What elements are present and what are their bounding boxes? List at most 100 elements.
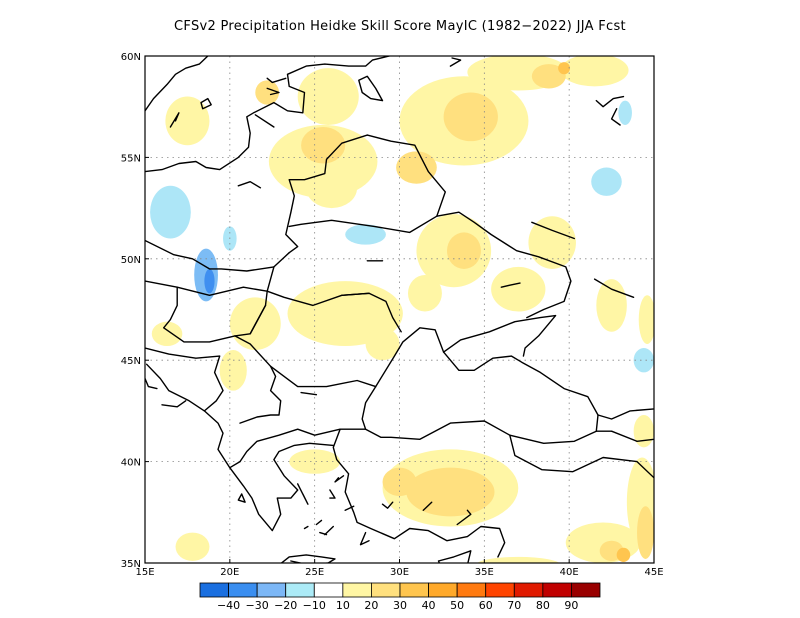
coast-border-line (422, 501, 433, 511)
map-outlines (145, 56, 654, 563)
colorbar-label: −40 (217, 599, 240, 612)
x-tick-label: 45E (644, 567, 663, 578)
coast-border-line (145, 56, 390, 173)
skill-patch (382, 467, 417, 497)
coast-border-line (161, 400, 187, 408)
colorbar-label: 30 (393, 599, 407, 612)
skill-patch (531, 64, 566, 89)
colorbar-label: 60 (479, 599, 493, 612)
colorbar-swatch (513, 582, 544, 598)
x-tick-label: 25E (305, 567, 324, 578)
coast-border-line (239, 428, 341, 463)
coast-border-line (266, 87, 280, 96)
coast-border-line (334, 475, 345, 483)
coast-border-line (203, 410, 241, 469)
chart-title: CFSv2 Precipitation Heidke Skill Score M… (174, 19, 626, 34)
colorbar: −40 −30 −20 −10 10 20 30 40 50 60 70 80 90 (199, 582, 601, 612)
coast-border-line (237, 493, 246, 503)
coast-border-line (145, 56, 209, 112)
x-tick-label: 35E (475, 567, 494, 578)
x-tick-label: 30E (390, 567, 409, 578)
colorbar-label: −30 (246, 599, 269, 612)
y-tick-label: 50N (121, 255, 141, 266)
coast-border-line (297, 483, 309, 505)
coast-border-line (300, 391, 318, 396)
coast-border-line (531, 221, 575, 240)
colorbar-label: −10 (303, 599, 326, 612)
coast-border-line (500, 282, 521, 288)
skill-patch (219, 350, 247, 391)
coast-border-line (341, 292, 370, 296)
graticule (145, 56, 654, 563)
skill-score-shading (150, 56, 654, 563)
skill-patch (287, 281, 403, 347)
colorbar-swatch (542, 582, 572, 598)
coast-border-line (436, 211, 572, 319)
skill-patch (633, 348, 654, 373)
skill-patch (591, 167, 622, 196)
skill-patch (477, 556, 560, 563)
skill-patch (447, 232, 481, 269)
coast-border-line (169, 112, 180, 128)
x-tick-label: 20E (220, 567, 239, 578)
coast-border-line (266, 77, 287, 84)
colorbar-swatch (285, 582, 315, 598)
skill-patch (204, 268, 215, 294)
colorbar-label: 20 (364, 599, 378, 612)
colorbar-swatch (485, 582, 515, 598)
coast-border-line (449, 57, 462, 67)
y-tick-label: 45N (121, 356, 141, 367)
coast-border-line (145, 377, 158, 390)
skill-patch (255, 80, 280, 105)
skill-patch (306, 167, 358, 209)
axis-ticks: 15E 20E 25E 30E 35E 40E 45E 35N 40N 45N 50N 55N 60N (121, 52, 664, 578)
coast-border-line (595, 95, 625, 108)
skill-patch (633, 414, 654, 448)
skill-patch (345, 224, 386, 245)
x-tick-label: 15E (135, 567, 154, 578)
coast-border-line (266, 252, 402, 333)
skill-patch (407, 275, 442, 312)
skill-patch (637, 506, 654, 559)
colorbar-swatch (371, 582, 401, 598)
colorbar-swatch (342, 582, 372, 598)
skill-patch (618, 100, 632, 125)
coast-border-line (269, 365, 377, 388)
skill-patch (616, 547, 631, 562)
colorbar-swatch (199, 582, 229, 598)
skill-patch (175, 532, 210, 561)
coast-border-line (280, 554, 336, 563)
y-tick-label: 35N (121, 559, 141, 570)
colorbar-label: 80 (536, 599, 550, 612)
colorbar-swatch (228, 582, 258, 598)
colorbar-label: 90 (564, 599, 578, 612)
coast-border-line (145, 239, 275, 272)
skill-patch (491, 266, 546, 312)
skill-patch (406, 467, 495, 517)
skill-patch (297, 68, 359, 125)
skill-patch (396, 151, 437, 184)
y-tick-label: 40N (121, 458, 141, 469)
colorbar-swatch (256, 582, 287, 598)
colorbar-label: 70 (507, 599, 521, 612)
coast-border-line (303, 525, 309, 530)
skill-patch (560, 56, 629, 87)
coast-border-line (456, 509, 472, 526)
coast-border-line (234, 335, 282, 424)
colorbar-swatch (428, 582, 458, 598)
skill-patch (165, 96, 210, 146)
skill-patch (301, 126, 346, 164)
coast-border-line (597, 408, 654, 420)
colorbar-label: 50 (450, 599, 464, 612)
coast-border-line (332, 428, 506, 558)
coast-border-line (381, 501, 394, 509)
colorbar-label: −20 (274, 599, 297, 612)
coast-border-line (249, 304, 267, 335)
coast-border-line (285, 134, 368, 254)
y-tick-label: 60N (121, 52, 141, 63)
coast-border-line (610, 430, 654, 442)
coast-border-line (200, 97, 212, 110)
skill-patch (638, 295, 654, 344)
skill-patch (596, 279, 627, 332)
skill-patch (150, 185, 191, 239)
